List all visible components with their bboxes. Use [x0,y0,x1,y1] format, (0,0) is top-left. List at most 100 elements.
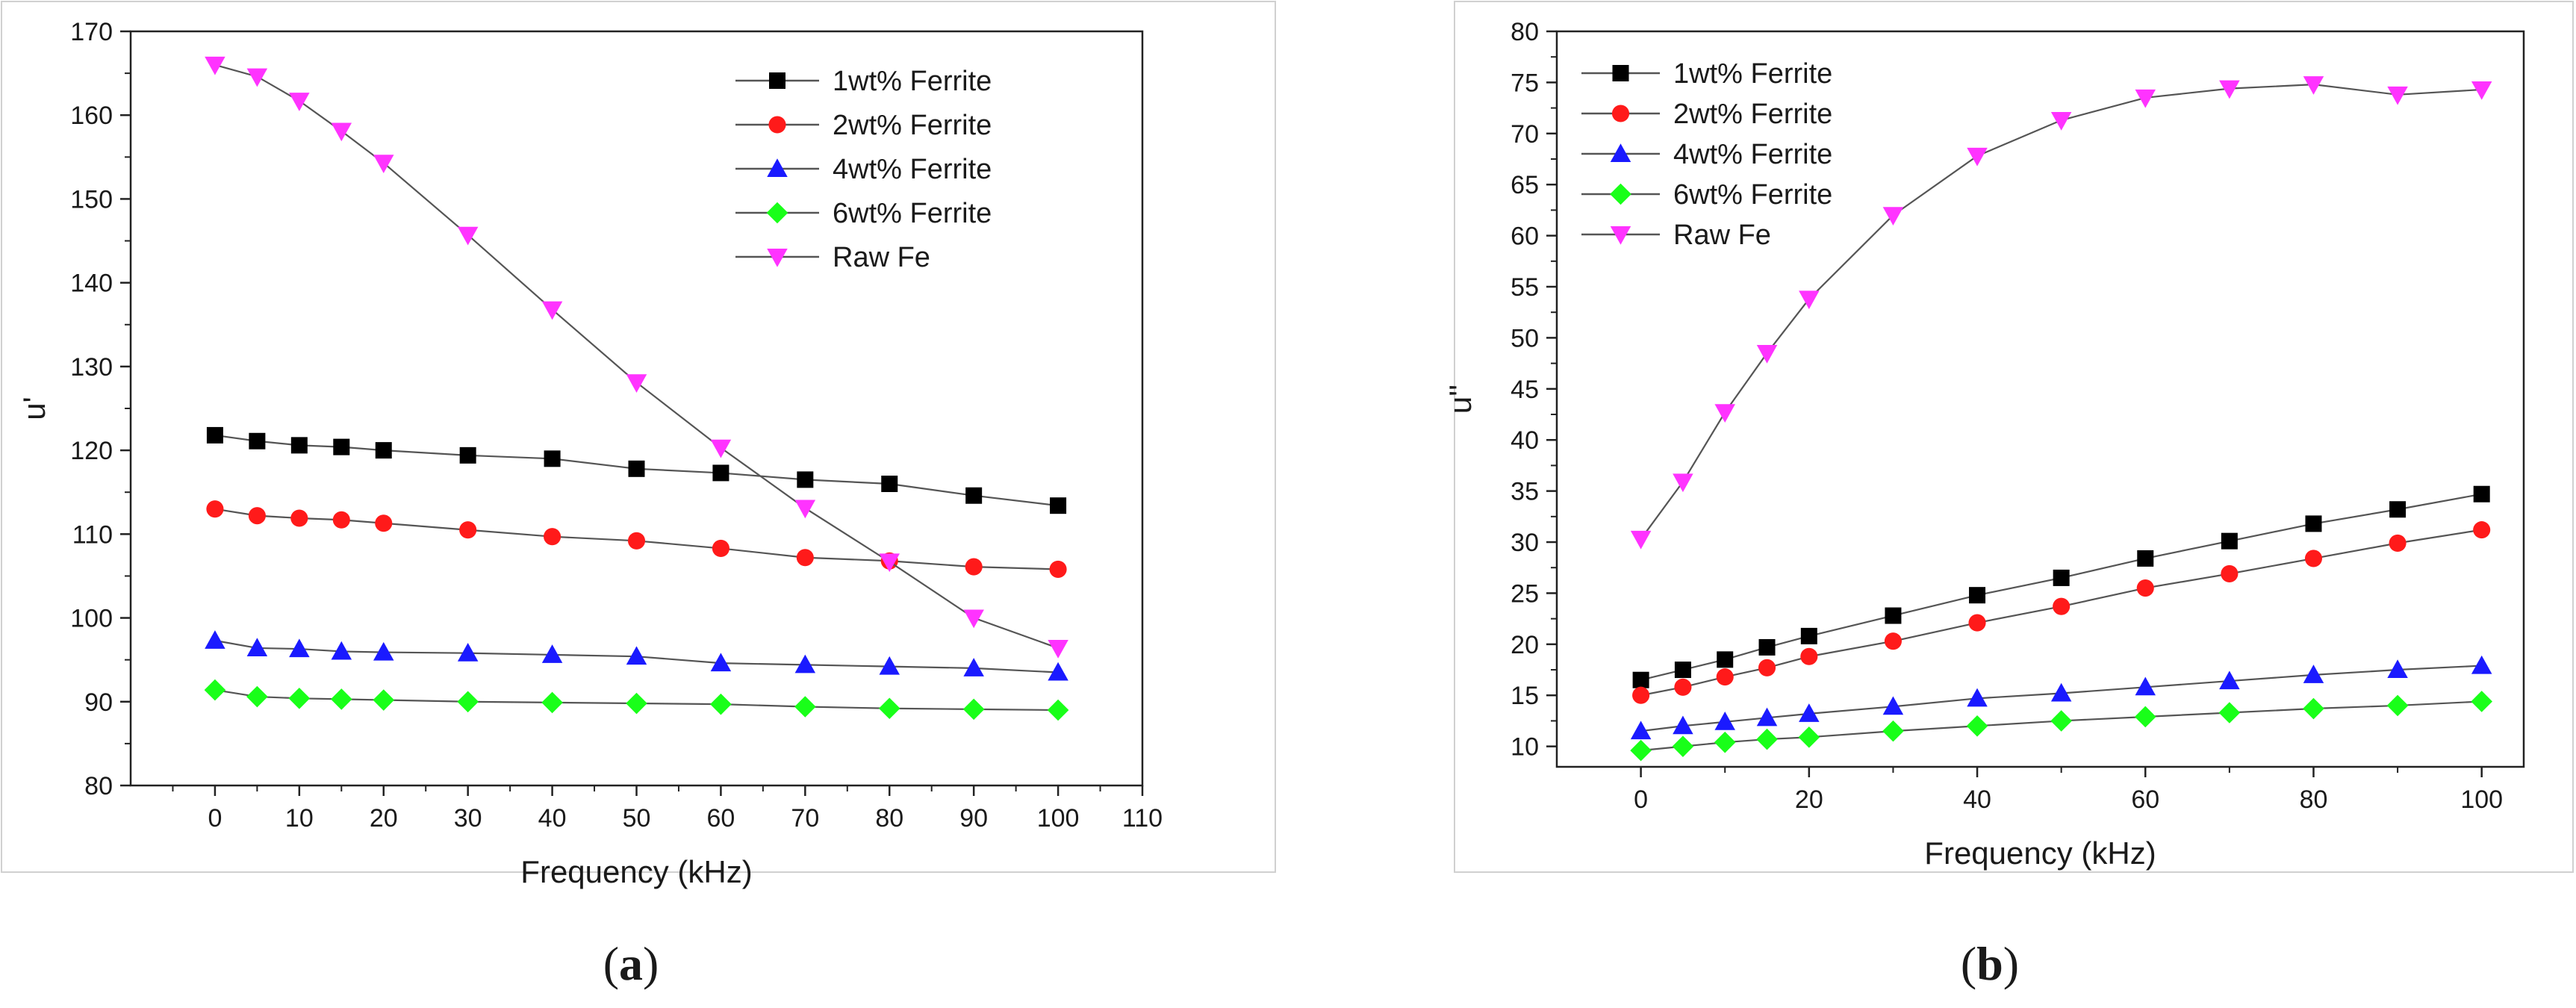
b-data-point-s5 [2050,112,2072,131]
a-data-point-s4 [878,697,900,720]
panel-b-caption-letter: b [1976,937,2003,990]
b-data-point-s4 [1714,731,1736,753]
b-y-tick-label: 30 [1511,529,1539,557]
a-data-point-s1 [1050,497,1067,514]
b-data-point-s3 [2050,682,2072,702]
b-plot-frame [1555,30,2525,768]
a-x-tick-label: 20 [370,804,398,833]
b-x-tick-label: 20 [1795,785,1823,814]
panel-b-caption-open: ( [1961,937,1976,990]
a-data-point-s5 [373,155,394,173]
b-data-point-s3 [2135,676,2156,696]
b-data-point-s5 [1799,290,1820,310]
b-y-tick-label: 15 [1511,682,1539,710]
b-legend-label-2: 2wt% Ferrite [1673,99,1832,130]
a-x-tick-label: 90 [959,804,988,833]
a-y-tick-label: 150 [70,185,113,214]
a-y-tick-label: 120 [70,437,113,465]
a-y-axis-label: u' [16,396,52,420]
b-data-point-s5 [1673,473,1693,493]
b-data-point-s4 [1756,728,1778,750]
b-y-tick-label: 25 [1511,579,1539,608]
a-data-point-s1 [206,426,223,444]
a-data-point-s4 [330,688,352,710]
a-data-point-s1 [965,487,983,504]
a-data-point-s4 [794,696,816,718]
a-data-point-s5 [710,439,732,458]
a-legend-label-4: 6wt% Ferrite [833,198,992,229]
b-x-axis-label: Frequency (kHz) [1924,836,2156,871]
b-data-point-s2 [2221,564,2239,582]
b-data-point-s2 [2304,550,2323,567]
b-y-tick-label: 60 [1511,223,1539,251]
b-data-point-s2 [1674,678,1692,696]
b-data-point-s1 [1758,638,1776,656]
b-data-point-s3 [1673,715,1693,735]
a-data-point-s2 [459,521,477,539]
b-data-point-s4 [2303,697,2324,720]
b-data-point-s2 [2389,534,2407,552]
b-data-point-s4 [1882,720,1904,742]
chart-b: 0 20 40 60 80 100 10 15 20 25 30 35 40 45 50 55 60 65 70 75… [1443,18,2525,871]
a-data-point-s4 [710,693,732,715]
b-data-point-s5 [1882,207,1904,225]
b-data-point-s2 [1800,647,1818,665]
b-data-point-s2 [1716,668,1734,686]
a-y-tick-label: 80 [84,772,113,800]
b-data-point-s5 [2387,86,2408,105]
b-y-tick-label: 35 [1511,478,1539,506]
a-data-point-s3 [710,653,732,672]
a-data-point-s5 [626,374,647,393]
a-x-axis-label: Frequency (kHz) [520,854,752,889]
a-data-point-s2 [206,500,224,518]
b-data-point-s4 [2471,691,2492,712]
b-legend-label-3: 4wt% Ferrite [1673,139,1832,170]
a-data-point-s4 [457,691,479,713]
b-data-point-s4 [1630,739,1652,762]
b-data-point-s4 [2050,710,2072,732]
a-data-point-s2 [1049,560,1067,579]
b-legend-marker-1 [1612,65,1629,81]
b-x-tick-label: 40 [1963,785,1991,814]
a-data-point-s2 [796,549,814,567]
b-data-point-s5 [2219,80,2240,99]
a-legend-marker-1 [769,72,785,89]
b-data-point-s3 [1630,721,1652,740]
b-y-tick-label: 45 [1511,376,1539,404]
a-x-tick-label: 10 [285,804,314,833]
b-legend-marker-5 [1610,226,1631,245]
b-data-point-s2 [1968,614,1986,632]
a-legend-label-1: 1wt% Ferrite [833,66,992,97]
b-data-point-s4 [1966,715,1988,737]
a-data-point-s3 [289,638,310,658]
b-y-axis-label: u'' [1443,385,1478,414]
a-x-tick-label: 30 [454,804,482,833]
a-data-point-s3 [626,646,647,665]
b-data-point-s1 [2221,532,2238,550]
b-data-point-s5 [2135,89,2156,108]
b-data-point-s3 [2387,659,2408,679]
a-y-tick-label: 100 [70,605,113,633]
b-data-point-s3 [2303,665,2324,683]
b-data-point-s1 [1632,671,1649,688]
panel-a-frame [1,1,1276,873]
a-legend-marker-5 [767,249,788,267]
a-data-point-s5 [879,553,900,573]
a-data-point-s4 [288,687,311,709]
b-y-tick-label: 70 [1511,120,1539,149]
b-data-point-s3 [1882,696,1904,715]
b-legend-label-4: 6wt% Ferrite [1673,179,1832,211]
b-data-point-s4 [2218,702,2241,724]
b-data-point-s1 [2389,501,2407,518]
b-data-point-s1 [2473,485,2490,503]
a-data-point-s5 [794,500,816,519]
a-y-tick-label: 90 [84,688,113,717]
a-data-point-s5 [331,122,352,142]
a-data-point-s1 [797,471,814,488]
b-data-point-s2 [1632,686,1650,704]
b-data-point-s2 [2053,597,2071,615]
a-data-point-s5 [457,226,479,246]
a-x-tick-label: 40 [538,804,567,833]
a-y-tick-label: 140 [70,270,113,298]
a-y-tick-label: 130 [70,353,113,382]
